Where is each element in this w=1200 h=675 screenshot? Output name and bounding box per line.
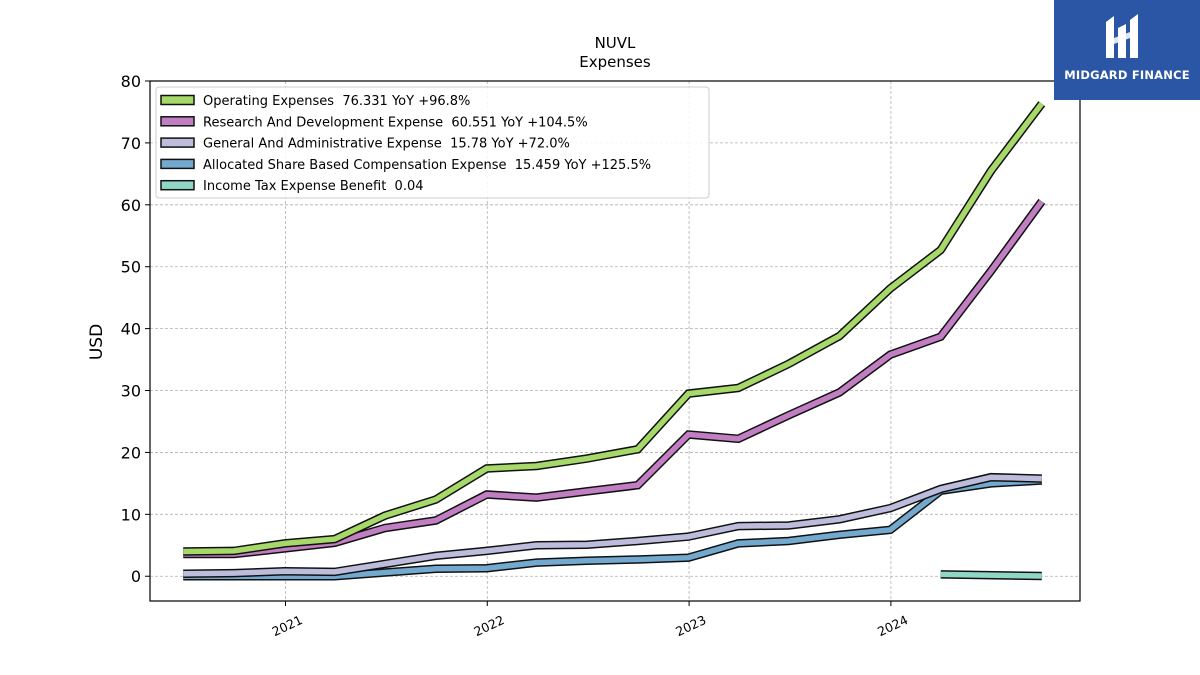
y-tick-label: 0 xyxy=(131,567,141,586)
legend-swatch xyxy=(160,94,195,106)
y-axis-label: USD xyxy=(87,324,107,360)
midgard-finance-logo: MIDGARD FINANCE xyxy=(1054,0,1200,100)
legend-label: Operating Expenses 76.331 YoY +96.8% xyxy=(203,94,470,109)
logo-text: MIDGARD FINANCE xyxy=(1064,68,1190,82)
series-operating-expenses xyxy=(183,101,1046,556)
y-tick-label: 30 xyxy=(121,382,141,401)
legend-box xyxy=(155,86,710,199)
legend-swatch xyxy=(160,137,195,148)
legend-label: Income Tax Expense Benefit 0.04 xyxy=(203,179,424,194)
series-line xyxy=(183,102,1044,555)
series-line xyxy=(940,571,1042,579)
series-lines xyxy=(183,101,1046,581)
y-tick-label: 50 xyxy=(121,258,141,277)
x-tick-label: 2024 xyxy=(875,612,910,639)
legend-label: General And Administrative Expense 15.78… xyxy=(203,137,570,152)
series-line xyxy=(183,477,1042,579)
legend-swatch xyxy=(160,116,195,127)
legend-swatch xyxy=(160,158,195,170)
x-tick-label: 2021 xyxy=(270,612,305,639)
series-line xyxy=(183,474,1042,577)
legend-label: Research And Development Expense 60.551 … xyxy=(203,115,588,130)
y-tick-label: 40 xyxy=(121,320,141,339)
chart-subtitle: Expenses xyxy=(579,53,651,71)
chart-title: NUVL xyxy=(595,34,636,52)
y-tick-label: 20 xyxy=(121,443,141,462)
x-tick-label: 2022 xyxy=(471,612,506,639)
y-tick-label: 70 xyxy=(121,134,141,153)
series-allocated-share-based-compensation-expense xyxy=(183,476,1043,581)
series-income-tax-expense-benefit xyxy=(940,570,1042,581)
plot-frame xyxy=(149,80,1081,602)
legend-swatch xyxy=(160,179,195,191)
y-tick-label: 80 xyxy=(121,72,141,91)
y-tick-label: 60 xyxy=(121,196,141,215)
logo-mark-icon xyxy=(1106,14,1138,58)
x-tick-label: 2023 xyxy=(673,612,708,639)
legend: Operating Expenses 76.331 YoY +96.8% Rese… xyxy=(155,86,710,199)
y-tick-label: 10 xyxy=(121,505,141,524)
series-general-and-administrative-expense xyxy=(183,472,1042,579)
legend-label: Allocated Share Based Compensation Expen… xyxy=(203,158,651,173)
